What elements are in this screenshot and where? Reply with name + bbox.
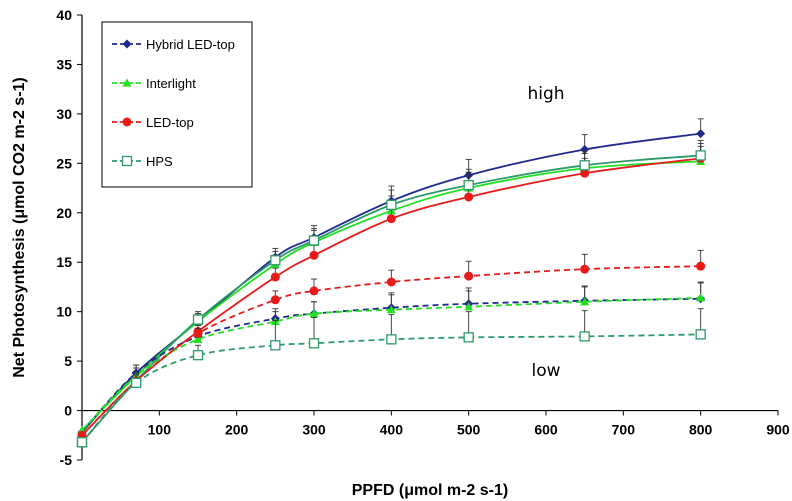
data-point: [270, 295, 280, 305]
data-point: [270, 340, 281, 351]
data-point: [696, 293, 706, 302]
x-tick-label: 100: [148, 422, 172, 438]
data-point: [308, 235, 320, 246]
series-hps-high: [76, 140, 706, 448]
series-line: [81, 157, 701, 436]
data-point: [122, 39, 132, 49]
data-point: [193, 328, 203, 338]
data-point: [192, 314, 204, 325]
annotation-low: low: [531, 361, 560, 381]
legend-label: HPS: [146, 154, 173, 169]
y-axis-title: Net Photosynthesis (μmol CO2 m-2 s-1): [11, 77, 28, 378]
x-tick-label: 500: [457, 422, 481, 438]
annotation-high: high: [527, 84, 564, 104]
data-point: [696, 129, 706, 139]
data-point: [121, 155, 133, 167]
data-point: [309, 250, 319, 260]
y-tick-label: 0: [64, 403, 72, 419]
series-line: [81, 160, 701, 431]
data-point: [464, 302, 474, 311]
data-point: [463, 179, 474, 191]
x-tick-label: 300: [302, 422, 326, 438]
x-tick-label: 800: [689, 422, 713, 438]
y-tick-label: 15: [56, 254, 72, 270]
data-point: [122, 78, 132, 87]
series-line: [81, 296, 701, 431]
data-point: [270, 255, 281, 266]
x-axis-title: PPFD (μmol m-2 s-1): [352, 482, 508, 499]
legend: Hybrid LED-top Interlight LED-top HPS: [101, 21, 253, 188]
x-tick-label: 700: [612, 422, 636, 438]
data-point: [193, 334, 203, 343]
series-hps-low: [76, 308, 706, 448]
data-point: [463, 332, 474, 343]
data-point: [695, 329, 706, 340]
data-point: [122, 117, 132, 127]
y-tick-label: 40: [56, 7, 72, 23]
legend-label: LED-top: [146, 115, 194, 130]
legend-label: Hybrid LED-top: [146, 37, 235, 52]
data-point: [695, 150, 706, 161]
y-tick-label: 35: [56, 56, 72, 72]
series-line: [81, 132, 701, 433]
y-tick-label: 30: [56, 106, 72, 122]
y-tick-label: 25: [56, 155, 72, 171]
data-point: [580, 144, 590, 154]
data-point: [386, 334, 397, 345]
data-point: [464, 271, 474, 281]
y-tick-label: 20: [56, 205, 72, 221]
data-point: [309, 309, 319, 318]
x-tick-label: 900: [766, 422, 790, 438]
series-layer: high low: [76, 84, 706, 448]
data-point: [579, 160, 590, 171]
series-line: [81, 297, 701, 433]
y-tick-label: 10: [56, 304, 72, 320]
legend-label: Interlight: [146, 76, 196, 91]
x-tick-label: 400: [380, 422, 404, 438]
data-point: [580, 297, 590, 306]
data-point: [309, 286, 319, 296]
data-point: [270, 272, 280, 282]
data-point: [696, 261, 706, 271]
data-point: [386, 277, 396, 287]
x-tick-label: 200: [225, 422, 249, 438]
data-point: [386, 199, 397, 211]
series-line: [81, 333, 701, 443]
axes: -5 0 5 10 15 20 25 30 35 40 100 200 300 400 500 600 700 8…: [56, 7, 789, 468]
x-tick-label: 600: [534, 422, 558, 438]
data-point: [580, 168, 590, 178]
data-point: [308, 338, 320, 349]
data-point: [386, 305, 396, 314]
data-point: [464, 192, 474, 202]
y-tick-label: -5: [60, 452, 73, 468]
data-point: [76, 437, 88, 448]
data-point: [579, 331, 590, 342]
data-point: [580, 264, 590, 274]
data-point: [130, 377, 142, 389]
data-point: [192, 350, 204, 361]
y-tick-label: 5: [64, 353, 72, 369]
series-line: [81, 265, 701, 436]
data-point: [386, 214, 396, 224]
